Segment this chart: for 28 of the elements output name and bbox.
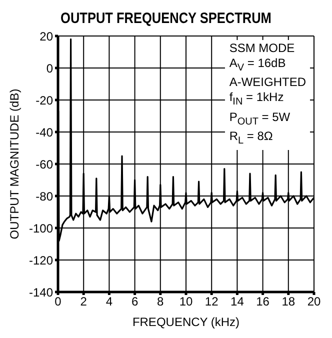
x-tick-label: 4 [106, 294, 113, 309]
y-tick-label: -140 [28, 285, 54, 300]
y-tick-label: -60 [36, 157, 54, 172]
y-tick-label: -100 [28, 221, 54, 236]
x-tick-label: 8 [157, 294, 164, 309]
x-tick-label: 20 [307, 294, 321, 309]
annotation: f$_{IN}$ = 1kHz [229, 90, 285, 110]
x-tick-label: 16 [256, 294, 270, 309]
x-tick-label: 6 [131, 294, 138, 309]
x-tick-label: 18 [282, 294, 296, 309]
annotation: R$_{L}$ = 8Ω [229, 129, 274, 149]
y-tick-label: -40 [36, 125, 54, 140]
y-tick-label: -20 [36, 93, 54, 108]
y-tick-label: 20 [40, 29, 54, 44]
x-tick-label: 14 [230, 294, 244, 309]
y-tick-label: 0 [46, 61, 54, 76]
annotation: SSM MODE [229, 41, 296, 56]
x-tick-label: 2 [80, 294, 88, 309]
x-axis-title: FREQUENCY (kHz) [132, 315, 240, 329]
x-tick-label: 12 [204, 294, 219, 309]
y-tick-label: -80 [36, 189, 54, 204]
y-axis-title: OUTPUT MAGNITUDE (dB) [7, 88, 22, 240]
annotation: P$_{OUT}$ = 5W [229, 110, 292, 130]
y-tick-label: -120 [28, 253, 54, 268]
x-tick-label: 10 [179, 294, 193, 309]
annotation: A-WEIGHTED [229, 75, 306, 90]
annotation: A$_{V}$ = 16dB [229, 56, 287, 76]
chart-title: OUTPUT FREQUENCY SPECTRUM [60, 9, 272, 29]
